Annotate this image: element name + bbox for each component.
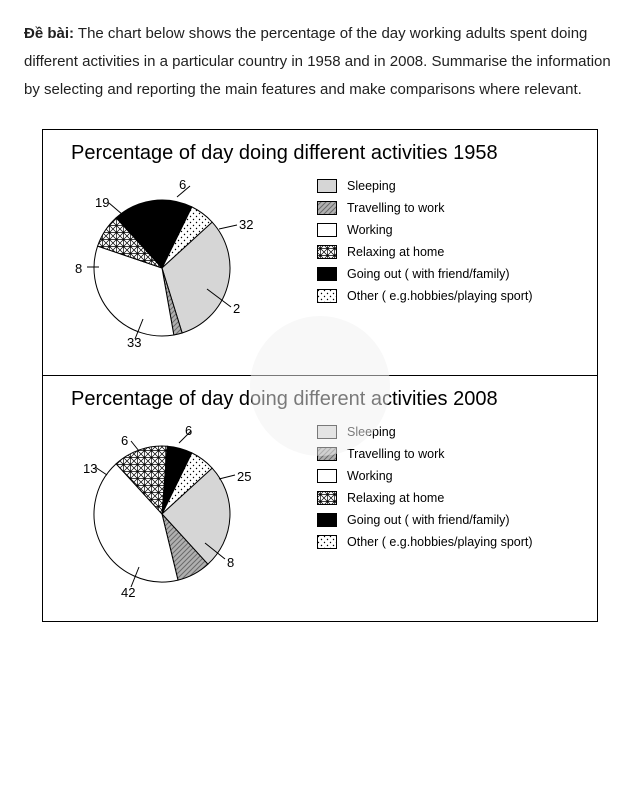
chart-title: Percentage of day doing different activi… — [71, 388, 583, 411]
callout-label: 2 — [233, 301, 240, 316]
legend-swatch — [317, 289, 337, 303]
legend-swatch — [317, 245, 337, 259]
callout-label: 6 — [179, 177, 186, 192]
legend-item-working: Working — [317, 469, 533, 483]
callout-leader — [131, 441, 139, 451]
callout-label: 6 — [121, 433, 128, 448]
pie-wrap: 6 32 2 33 8 19 — [57, 173, 287, 363]
chart-panel-0: Percentage of day doing different activi… — [42, 129, 598, 376]
chart-body: 6 25 8 42 13 6 Sleeping — [57, 419, 583, 609]
prompt-text: The chart below shows the percentage of … — [24, 25, 611, 98]
legend-swatch — [317, 513, 337, 527]
legend-label: Working — [347, 223, 393, 237]
chart-title: Percentage of day doing different activi… — [71, 142, 583, 165]
legend-label: Other ( e.g.hobbies/playing sport) — [347, 535, 533, 549]
legend-item-sleeping: Sleeping — [317, 425, 533, 439]
callout-label: 8 — [75, 261, 82, 276]
pie-chart — [57, 173, 287, 363]
legend-label: Other ( e.g.hobbies/playing sport) — [347, 289, 533, 303]
callout-label: 6 — [185, 423, 192, 438]
chart-panel-1: Percentage of day doing different activi… — [42, 375, 598, 622]
legend-item-out: Going out ( with friend/family) — [317, 267, 533, 281]
pie-chart — [57, 419, 287, 609]
legend-swatch — [317, 535, 337, 549]
legend-label: Working — [347, 469, 393, 483]
legend-item-travel: Travelling to work — [317, 447, 533, 461]
legend-swatch — [317, 223, 337, 237]
legend-item-relax: Relaxing at home — [317, 245, 533, 259]
legend-item-travel: Travelling to work — [317, 201, 533, 215]
legend-swatch — [317, 425, 337, 439]
legend-label: Relaxing at home — [347, 491, 444, 505]
task-prompt: Đề bài: The chart below shows the percen… — [24, 20, 616, 103]
legend-swatch — [317, 469, 337, 483]
figure-container: Percentage of day doing different activi… — [42, 129, 598, 622]
legend-item-other: Other ( e.g.hobbies/playing sport) — [317, 289, 533, 303]
callout-label: 8 — [227, 555, 234, 570]
legend-item-other: Other ( e.g.hobbies/playing sport) — [317, 535, 533, 549]
legend-item-sleeping: Sleeping — [317, 179, 533, 193]
callout-label: 32 — [239, 217, 253, 232]
legend-swatch — [317, 201, 337, 215]
callout-label: 13 — [83, 461, 97, 476]
legend-swatch — [317, 267, 337, 281]
legend-label: Relaxing at home — [347, 245, 444, 259]
chart-body: 6 32 2 33 8 19 Sleeping — [57, 173, 583, 363]
legend: Sleeping Travelling to work — [317, 419, 533, 557]
legend-label: Travelling to work — [347, 201, 445, 215]
legend-swatch — [317, 491, 337, 505]
callout-label: 42 — [121, 585, 135, 600]
legend-label: Travelling to work — [347, 447, 445, 461]
callout-label: 19 — [95, 195, 109, 210]
legend-item-out: Going out ( with friend/family) — [317, 513, 533, 527]
legend-item-working: Working — [317, 223, 533, 237]
legend-label: Sleeping — [347, 179, 396, 193]
legend: Sleeping Travelling to work — [317, 173, 533, 311]
legend-label: Sleeping — [347, 425, 396, 439]
callout-leader — [109, 203, 123, 215]
legend-swatch — [317, 447, 337, 461]
callout-leader — [219, 475, 235, 479]
legend-swatch — [317, 179, 337, 193]
callout-label: 25 — [237, 469, 251, 484]
callout-label: 33 — [127, 335, 141, 350]
callout-leader — [219, 225, 237, 229]
legend-label: Going out ( with friend/family) — [347, 513, 510, 527]
pie-wrap: 6 25 8 42 13 6 — [57, 419, 287, 609]
prompt-label: Đề bài: — [24, 25, 74, 42]
legend-item-relax: Relaxing at home — [317, 491, 533, 505]
legend-label: Going out ( with friend/family) — [347, 267, 510, 281]
